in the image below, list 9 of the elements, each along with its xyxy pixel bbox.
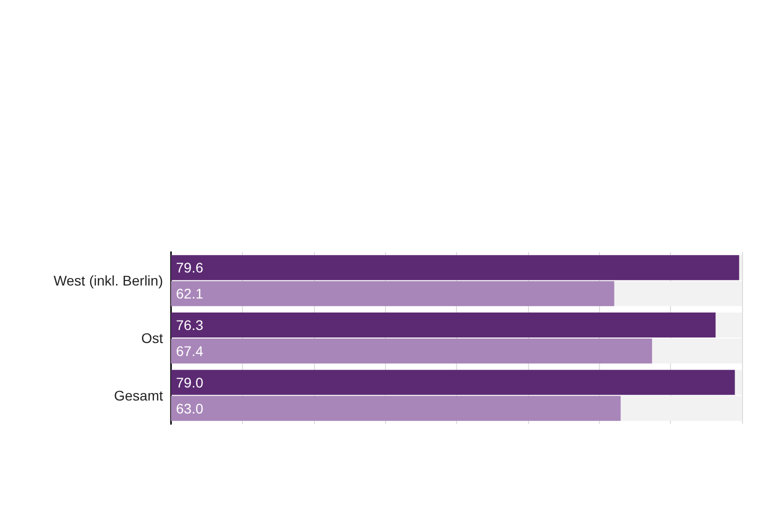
data-label: 67.4	[176, 343, 204, 359]
data-label: 79.0	[176, 374, 204, 390]
y-tick-label: Gesamt	[114, 387, 164, 404]
y-tick-label: Ost	[141, 330, 164, 346]
data-label: 76.3	[176, 317, 204, 333]
data-label: 62.1	[176, 286, 204, 302]
data-label: 63.0	[176, 400, 204, 416]
data-label: 79.6	[176, 260, 204, 276]
y-tick-label: West (inkl. Berlin)	[54, 272, 163, 289]
